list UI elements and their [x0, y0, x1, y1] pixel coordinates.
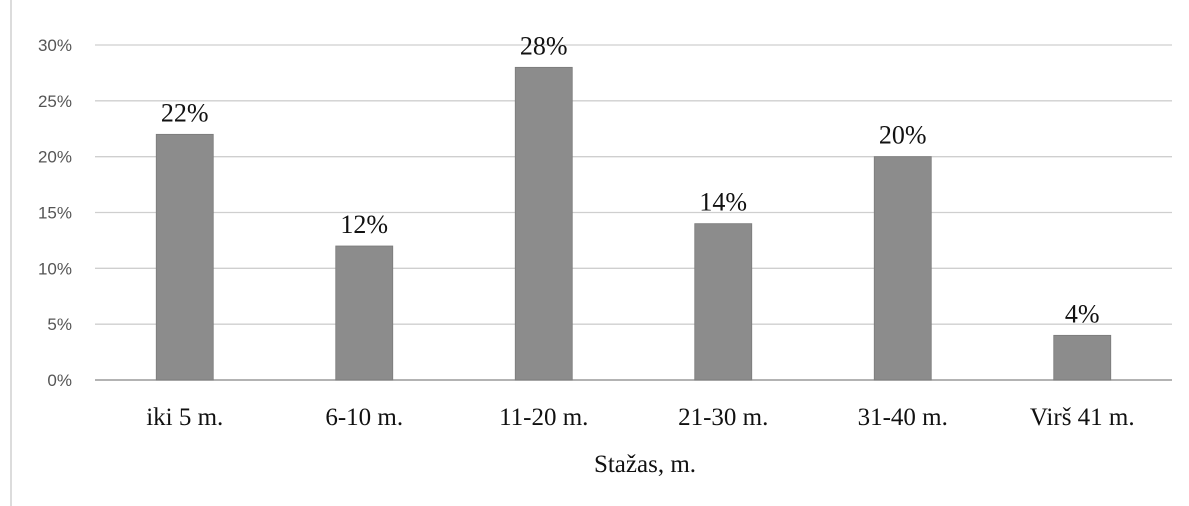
gridlines: [95, 44, 1172, 381]
x-tick-label: 21-30 m.: [678, 404, 768, 431]
data-label: 20%: [879, 121, 927, 150]
bars: [155, 66, 1112, 381]
y-tick-label: 0%: [47, 371, 72, 390]
bar: [514, 66, 573, 381]
data-labels: 22% 12% 28% 14% 20% 4%: [161, 31, 1100, 328]
x-tick-label: 11-20 m.: [499, 404, 588, 431]
y-axis-ticks: 0% 5% 10% 15% 20% 25% 30%: [38, 36, 72, 390]
data-label: 4%: [1065, 299, 1100, 328]
x-axis-ticks: iki 5 m. 6-10 m. 11-20 m. 21-30 m. 31-40 m. V…: [146, 404, 1134, 431]
y-tick-label: 5%: [47, 315, 72, 334]
y-tick-label: 20%: [38, 148, 72, 167]
y-tick-label: 15%: [38, 204, 72, 223]
data-label: 14%: [699, 188, 747, 217]
bar: [694, 223, 753, 381]
bar: [1053, 334, 1112, 381]
data-label: 12%: [340, 210, 388, 239]
x-tick-label: iki 5 m.: [146, 404, 223, 431]
x-axis-title: Stažas, m.: [594, 451, 696, 478]
bar: [335, 245, 394, 381]
bar: [873, 156, 932, 381]
data-label: 28%: [520, 31, 568, 60]
x-tick-label: 6-10 m.: [325, 404, 403, 431]
x-tick-label: Virš 41 m.: [1030, 404, 1135, 431]
x-tick-label: 31-40 m.: [858, 404, 948, 431]
data-label: 22%: [161, 98, 209, 127]
y-tick-label: 30%: [38, 36, 72, 55]
y-tick-label: 10%: [38, 259, 72, 278]
bar: [155, 133, 214, 381]
y-tick-label: 25%: [38, 92, 72, 111]
